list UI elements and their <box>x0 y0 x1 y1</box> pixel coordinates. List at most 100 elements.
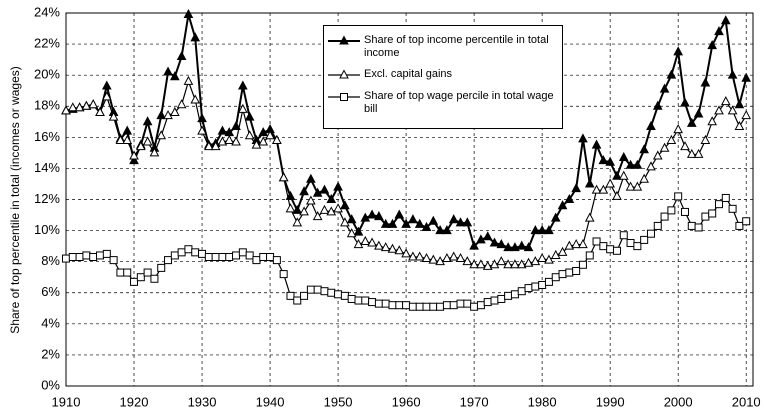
marker <box>592 237 601 246</box>
marker <box>564 193 575 203</box>
series <box>61 75 752 270</box>
y-tick-label: 6% <box>41 284 60 299</box>
marker <box>278 172 289 182</box>
marker <box>516 240 527 250</box>
marker <box>360 212 371 222</box>
marker <box>123 268 132 277</box>
marker <box>183 75 194 85</box>
marker <box>300 291 309 300</box>
marker <box>742 217 751 226</box>
marker <box>632 159 643 169</box>
marker <box>618 170 629 180</box>
marker <box>184 245 193 254</box>
y-tick-label: 10% <box>34 222 60 237</box>
marker <box>408 214 418 224</box>
marker <box>231 120 241 130</box>
marker <box>68 253 77 262</box>
marker <box>660 212 669 221</box>
marker <box>177 248 186 257</box>
marker <box>353 226 364 236</box>
marker <box>448 214 459 224</box>
marker <box>483 298 492 307</box>
marker <box>339 69 349 79</box>
marker <box>387 218 398 228</box>
marker <box>551 273 560 282</box>
marker <box>340 217 350 227</box>
marker <box>550 249 561 259</box>
marker <box>544 277 553 286</box>
marker <box>95 106 105 116</box>
marker <box>244 111 255 121</box>
marker <box>708 209 717 218</box>
marker <box>312 187 323 197</box>
marker <box>639 144 650 154</box>
marker <box>401 218 411 228</box>
marker <box>183 8 194 19</box>
marker <box>666 69 677 79</box>
marker <box>353 239 364 249</box>
x-tick-label: 1980 <box>528 394 557 409</box>
marker <box>510 259 520 269</box>
legend-label: Excl. capital gains <box>364 68 453 80</box>
x-tick-label: 2000 <box>664 394 693 409</box>
legend-entry: Share of top wage percile in total wage … <box>324 90 562 116</box>
marker <box>176 50 187 61</box>
y-tick-label: 0% <box>41 377 60 392</box>
marker <box>442 301 451 310</box>
marker <box>170 251 179 260</box>
marker <box>694 223 703 232</box>
marker <box>251 139 262 149</box>
marker <box>476 259 486 269</box>
marker <box>218 253 227 262</box>
marker <box>354 296 363 305</box>
marker <box>680 141 690 151</box>
marker <box>272 256 281 265</box>
legend-entry: Share of top income percentile in total … <box>324 34 562 60</box>
marker <box>306 173 316 183</box>
marker <box>266 253 275 262</box>
marker <box>565 268 574 277</box>
marker <box>238 103 248 113</box>
marker <box>163 110 173 120</box>
marker <box>734 120 745 130</box>
marker <box>367 237 377 247</box>
marker <box>626 239 635 248</box>
marker <box>503 242 513 252</box>
marker <box>313 285 322 294</box>
marker <box>530 225 541 235</box>
marker <box>578 260 587 269</box>
x-tick-label: 1930 <box>188 394 217 409</box>
marker <box>469 259 479 269</box>
marker <box>741 72 752 82</box>
marker <box>259 253 268 262</box>
marker <box>368 298 377 307</box>
marker <box>191 248 200 257</box>
marker <box>380 218 391 228</box>
marker <box>510 242 520 252</box>
marker <box>101 80 112 90</box>
marker <box>693 108 704 118</box>
marker <box>489 259 500 269</box>
marker <box>204 141 214 151</box>
marker <box>101 91 112 101</box>
marker <box>680 207 689 216</box>
marker <box>204 253 213 262</box>
y-tick-label: 8% <box>41 253 60 268</box>
marker <box>319 204 330 214</box>
marker <box>96 251 105 260</box>
marker <box>646 161 656 171</box>
marker <box>130 277 139 286</box>
marker <box>395 301 404 310</box>
marker <box>727 105 738 115</box>
marker <box>190 94 201 104</box>
marker <box>516 259 527 269</box>
marker <box>455 252 466 263</box>
marker <box>463 299 472 308</box>
marker <box>544 254 554 264</box>
marker <box>598 155 609 165</box>
marker <box>605 178 615 188</box>
x-tick-label: 1960 <box>392 394 421 409</box>
marker <box>503 259 513 269</box>
y-tick-label: 24% <box>34 4 60 19</box>
marker <box>347 294 356 303</box>
